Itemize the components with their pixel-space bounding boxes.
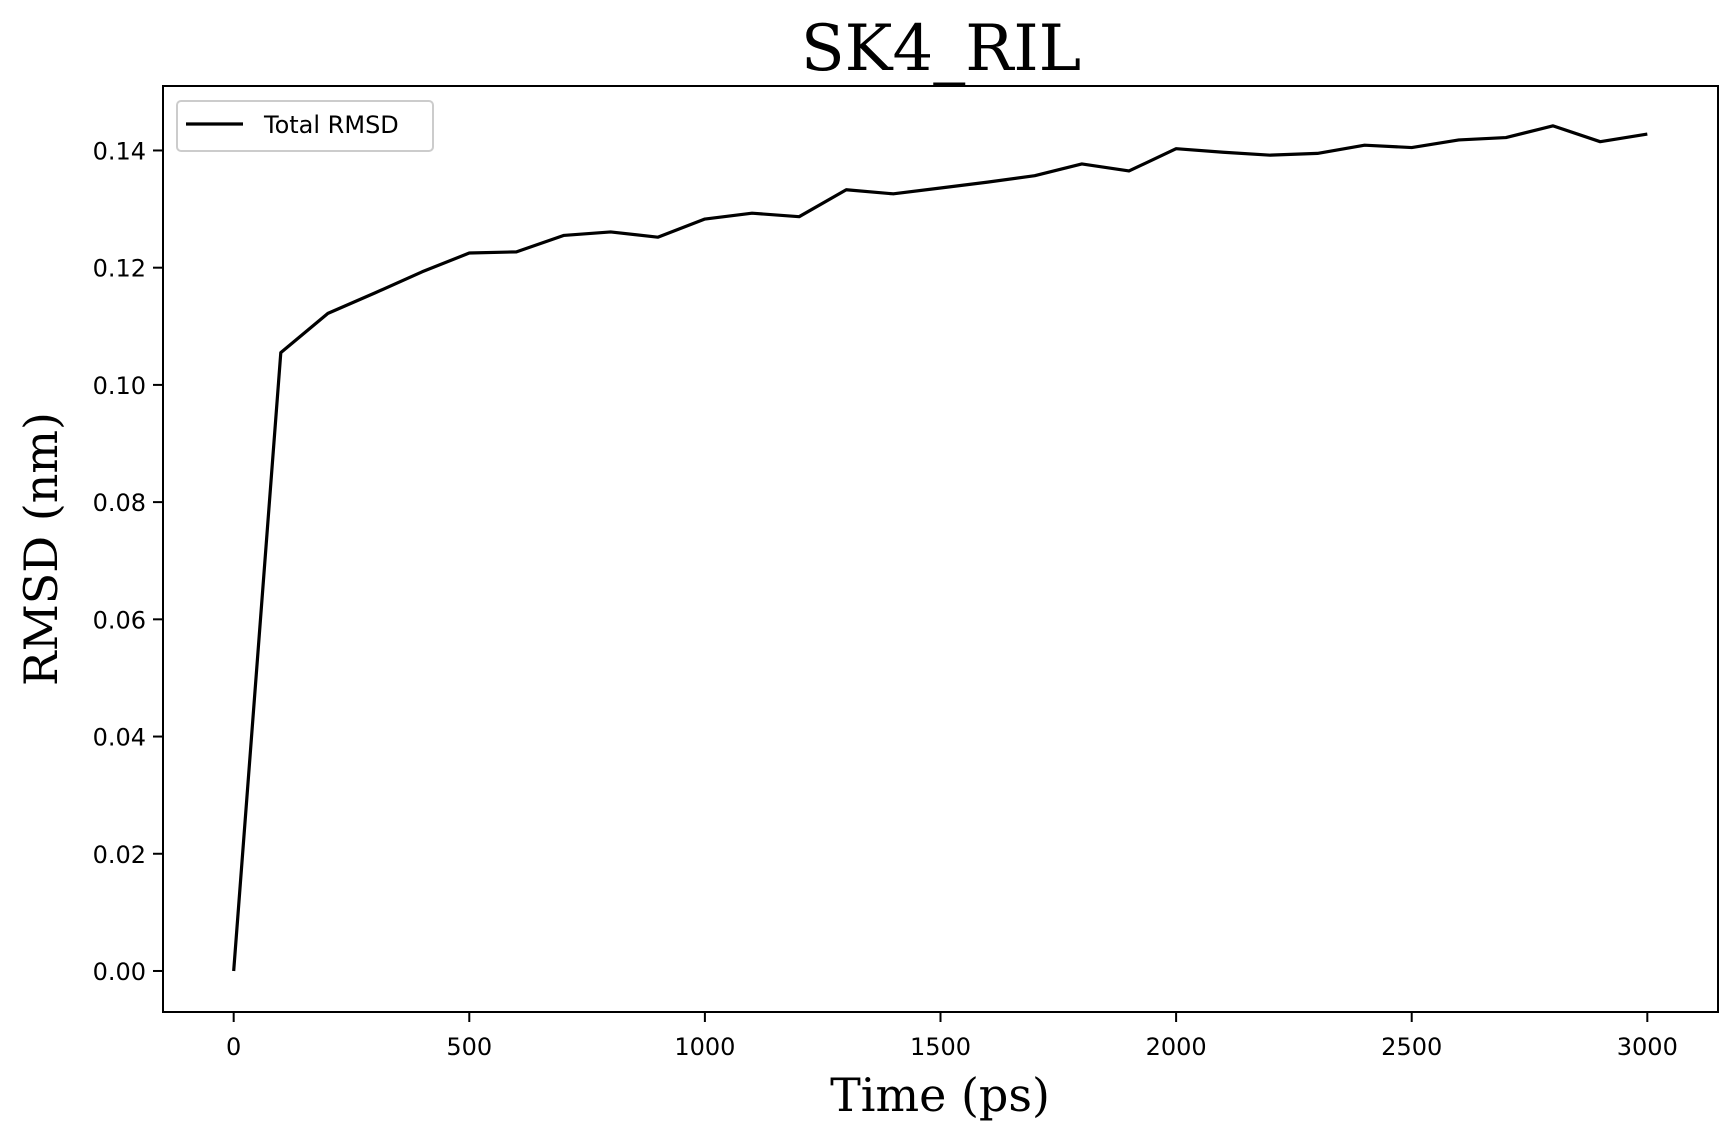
x-tick-label: 500 bbox=[446, 1033, 492, 1061]
x-tick-label: 0 bbox=[226, 1033, 241, 1061]
plot-area bbox=[162, 85, 1719, 1013]
legend-box bbox=[176, 100, 434, 152]
y-tick-label: 0.00 bbox=[93, 958, 146, 986]
y-tick-label: 0.14 bbox=[93, 137, 146, 165]
chart-title: SK4_RIL bbox=[801, 12, 1081, 86]
y-tick-label: 0.08 bbox=[93, 489, 146, 517]
legend-label-total-rmsd: Total RMSD bbox=[263, 111, 399, 139]
series-line-total-rmsd bbox=[232, 124, 1648, 972]
y-tick-label: 0.02 bbox=[93, 841, 146, 869]
legend: Total RMSD bbox=[176, 100, 434, 152]
x-tick-label: 1000 bbox=[674, 1033, 735, 1061]
y-axis-ticks: 0.00 0.02 0.04 0.06 0.08 0.10 0.12 0.14 bbox=[93, 137, 163, 986]
x-axis-ticks: 0 500 1000 1500 2000 2500 3000 bbox=[226, 1012, 1678, 1061]
y-axis-label: RMSD (nm) bbox=[14, 412, 68, 686]
y-tick-label: 0.06 bbox=[93, 606, 146, 634]
plot-frame bbox=[162, 85, 1719, 1013]
x-tick-label: 2500 bbox=[1381, 1033, 1442, 1061]
x-tick-label: 3000 bbox=[1617, 1033, 1678, 1061]
y-tick-label: 0.12 bbox=[93, 255, 146, 283]
series-layer bbox=[232, 124, 1648, 972]
x-axis-label: Time (ps) bbox=[830, 1068, 1050, 1122]
y-tick-label: 0.10 bbox=[93, 372, 146, 400]
y-tick-label: 0.04 bbox=[93, 724, 146, 752]
x-tick-label: 2000 bbox=[1146, 1033, 1207, 1061]
x-tick-label: 1500 bbox=[910, 1033, 971, 1061]
